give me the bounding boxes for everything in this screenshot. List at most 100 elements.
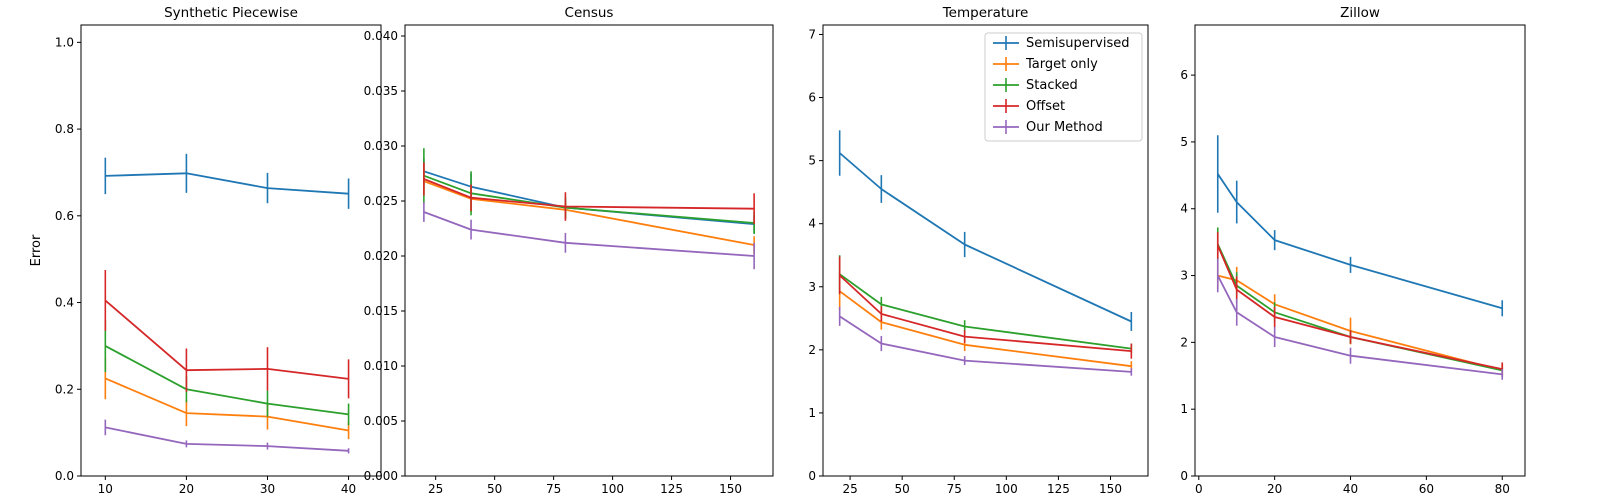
x-tick-label: 40 xyxy=(341,482,356,496)
x-tick-label: 75 xyxy=(546,482,561,496)
y-tick-label: 0.010 xyxy=(364,359,398,373)
y-tick-label: 1 xyxy=(808,406,816,420)
y-tick-label: 0.000 xyxy=(364,469,398,483)
x-tick-label: 50 xyxy=(487,482,502,496)
y-tick-label: 6 xyxy=(808,91,816,105)
y-tick-label: 0.6 xyxy=(55,209,74,223)
legend-entry: Stacked xyxy=(993,78,1078,93)
legend-swatch-line xyxy=(993,120,1019,134)
series-line xyxy=(104,345,349,416)
y-tick-label: 4 xyxy=(808,217,816,231)
legend-label: Our Method xyxy=(1026,120,1103,135)
legend-swatch-line xyxy=(993,99,1019,113)
legend: Semisupervised Target only Stacked Offse… xyxy=(984,32,1143,142)
y-tick-label: 0.020 xyxy=(364,249,398,263)
plot-area: 10 20 30 40 0.0 0.2 0.4 0.6 0.8 1.0 xyxy=(55,24,382,496)
x-tick-label: 25 xyxy=(842,482,857,496)
legend-swatch-line xyxy=(993,57,1019,71)
y-tick-label: 0 xyxy=(808,469,816,483)
legend-entry: Our Method xyxy=(993,120,1103,135)
plot-area: 25 50 75 100 125 150 0 1 2 3 4 5 6 7 xyxy=(808,24,1149,496)
y-tick-label: 0.8 xyxy=(55,122,74,136)
y-tick-label: 0.040 xyxy=(364,29,398,43)
series-line xyxy=(839,290,1132,368)
x-tick-label: 125 xyxy=(660,482,683,496)
legend-entry: Offset xyxy=(993,99,1065,114)
legend-label: Stacked xyxy=(1026,78,1078,93)
panel-zillow: 0 20 40 60 80 0 1 2 3 4 5 6 Zillow xyxy=(1180,5,1526,496)
series-line xyxy=(104,299,349,380)
series-line xyxy=(423,174,755,224)
legend-frame xyxy=(984,32,1143,142)
x-tick-label: 30 xyxy=(260,482,275,496)
x-tick-label: 150 xyxy=(1099,482,1122,496)
y-tick-label: 0.2 xyxy=(55,382,74,396)
y-tick-label: 0.025 xyxy=(364,194,398,208)
y-tick-label: 2 xyxy=(808,343,816,357)
panel-synthetic-piecewise: 10 20 30 40 0.0 0.2 0.4 0.6 0.8 1.0 Synthetic Pie… xyxy=(29,5,382,496)
series-line xyxy=(104,377,349,432)
y-tick-label: 0.015 xyxy=(364,304,398,318)
x-tick-label: 20 xyxy=(179,482,194,496)
panel-title: Census xyxy=(565,5,614,21)
x-tick-label: 25 xyxy=(428,482,443,496)
series-line xyxy=(105,172,349,195)
series-line xyxy=(105,426,349,452)
y-tick-label: 0 xyxy=(1180,469,1188,483)
panel-census: 25 50 75 100 125 150 0.000 0.005 0.010 0.015 0.020… xyxy=(364,5,774,496)
x-tick-label: 10 xyxy=(98,482,113,496)
y-tick-label: 0.005 xyxy=(364,414,398,428)
y-tick-label: 0.030 xyxy=(364,139,398,153)
y-axis-label: Error xyxy=(29,234,44,266)
x-tick-label: 75 xyxy=(947,482,962,496)
x-tick-label: 20 xyxy=(1267,482,1282,496)
x-tick-label: 100 xyxy=(995,482,1018,496)
legend-label: Semisupervised xyxy=(1026,36,1129,51)
y-tick-label: 2 xyxy=(1180,335,1188,349)
y-tick-label: 0.4 xyxy=(55,296,74,310)
series-line xyxy=(423,180,755,246)
x-tick-label: 125 xyxy=(1047,482,1070,496)
panel-title: Zillow xyxy=(1340,5,1380,21)
y-tick-label: 5 xyxy=(808,154,816,168)
y-tick-label: 0.035 xyxy=(364,84,398,98)
y-tick-label: 5 xyxy=(1180,135,1188,149)
panel-title: Synthetic Piecewise xyxy=(164,5,298,21)
y-tick-label: 3 xyxy=(808,280,816,294)
legend-label: Offset xyxy=(1026,99,1065,114)
axes-frame xyxy=(80,24,382,477)
axes-frame xyxy=(822,24,1149,477)
x-tick-label: 0 xyxy=(1195,482,1203,496)
plot-area: 0 20 40 60 80 0 1 2 3 4 5 6 xyxy=(1180,24,1526,496)
legend-entry: Target only xyxy=(993,57,1098,72)
x-tick-label: 40 xyxy=(1343,482,1358,496)
y-tick-label: 4 xyxy=(1180,202,1188,216)
y-tick-label: 1 xyxy=(1180,402,1188,416)
series-line xyxy=(1216,245,1503,370)
x-tick-label: 100 xyxy=(601,482,624,496)
y-tick-label: 1.0 xyxy=(55,35,74,49)
y-tick-label: 0.0 xyxy=(55,469,74,483)
axes-frame xyxy=(404,24,774,477)
legend-swatch-line xyxy=(993,78,1019,92)
series-line xyxy=(423,178,755,210)
legend-label: Target only xyxy=(1025,57,1098,72)
y-tick-label: 7 xyxy=(808,27,816,41)
axes-frame xyxy=(1194,24,1526,477)
series-line xyxy=(1216,275,1503,376)
series-line xyxy=(839,315,1132,373)
y-tick-label: 6 xyxy=(1180,68,1188,82)
x-tick-label: 80 xyxy=(1495,482,1510,496)
x-tick-label: 50 xyxy=(895,482,910,496)
x-tick-label: 60 xyxy=(1419,482,1434,496)
plot-area: 25 50 75 100 125 150 0.000 0.005 0.010 0.015 0.020… xyxy=(364,24,774,496)
panel-temperature: 25 50 75 100 125 150 0 1 2 3 4 5 6 7 Temperature Semi… xyxy=(808,5,1149,496)
legend-entry: Semisupervised xyxy=(993,36,1129,51)
panel-title: Temperature xyxy=(942,5,1029,21)
y-tick-label: 3 xyxy=(1180,269,1188,283)
series-line xyxy=(839,152,1132,323)
legend-swatch-line xyxy=(993,36,1019,50)
series-line xyxy=(1217,173,1503,310)
series-line xyxy=(423,211,755,257)
